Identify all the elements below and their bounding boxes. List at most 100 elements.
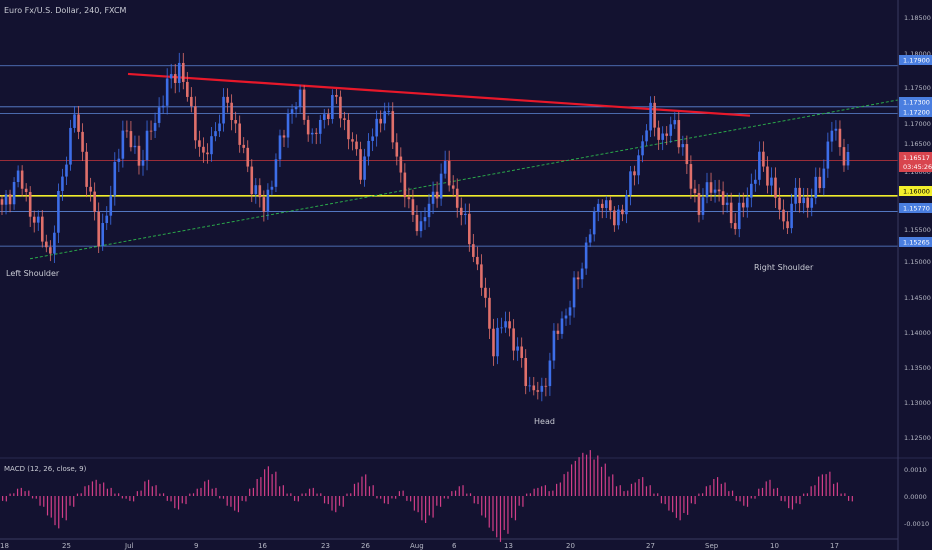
right-shoulder-label: Right Shoulder <box>754 263 814 272</box>
candle-body <box>576 277 580 280</box>
candle-body <box>447 160 451 186</box>
macd-bar <box>297 496 299 502</box>
candle-body <box>141 160 145 166</box>
candle-body <box>427 203 431 218</box>
level-label-bg <box>899 186 932 196</box>
candle-body <box>202 146 205 153</box>
macd-bar <box>664 496 666 505</box>
candle-body <box>254 185 258 195</box>
candle-body <box>218 123 221 132</box>
candles <box>0 52 850 402</box>
macd-bar <box>481 496 483 516</box>
macd-bar <box>570 464 573 496</box>
candle-body <box>318 119 322 134</box>
candle-body <box>383 111 387 124</box>
candle-body <box>596 203 600 213</box>
macd-bar <box>350 493 352 496</box>
price-tick: 1.18500 <box>904 14 931 22</box>
candle-body <box>153 122 157 131</box>
candle-body <box>411 199 415 215</box>
price-tick: 1.18000 <box>904 50 931 58</box>
macd-bar <box>16 488 19 496</box>
time-tick: 26 <box>361 542 370 550</box>
candle-body <box>230 102 233 121</box>
candle-body <box>125 130 129 132</box>
interval: 240 <box>84 6 99 15</box>
macd-bar <box>582 452 584 496</box>
candle-body <box>242 144 246 148</box>
macd-bar <box>162 493 165 496</box>
candle-body <box>24 188 28 192</box>
macd-bar <box>533 488 535 496</box>
candle-body <box>117 158 121 162</box>
candle-body <box>617 209 620 226</box>
macd-bar <box>436 496 438 506</box>
macd-bar <box>728 491 730 496</box>
candle-body <box>798 187 801 204</box>
candle-body <box>621 209 624 215</box>
macd-bar <box>323 496 326 504</box>
macd-bar <box>279 486 281 496</box>
candle-body <box>774 177 777 198</box>
candle-body <box>407 197 411 200</box>
macd-bar <box>410 496 412 502</box>
macd-bar <box>484 496 487 518</box>
candle-body <box>657 127 660 140</box>
macd-bar <box>428 496 430 516</box>
macd-bar <box>821 474 823 496</box>
macd-bar <box>810 486 812 496</box>
candle-body <box>306 119 310 135</box>
macd-bar <box>133 496 135 502</box>
macd-bar <box>372 485 374 496</box>
macd-bar <box>129 496 131 501</box>
candle-body <box>580 268 584 280</box>
macd-bar <box>73 496 75 507</box>
candle-body <box>604 200 608 208</box>
time-axis[interactable]: 18 25 Jul 9 16 23 26 Aug 6 13 20 27 Sep … <box>0 542 839 550</box>
candle-body <box>560 318 564 334</box>
candle-body <box>57 190 60 233</box>
macd-bar <box>466 493 468 496</box>
macd-bar <box>836 482 838 496</box>
macd-bar <box>503 496 505 531</box>
macd-bar <box>634 482 636 496</box>
price-level-labels: 1.17900 1.17300 1.17200 1.16517 03:45:26… <box>899 55 932 247</box>
candle-body <box>472 244 475 257</box>
macd-bar <box>151 486 153 496</box>
macd-bar <box>147 479 150 496</box>
candle-body <box>173 74 177 83</box>
candle-body <box>645 130 648 142</box>
macd-bar <box>593 459 595 496</box>
bar-countdown: 03:45:26 <box>903 163 932 171</box>
candle-body <box>689 164 693 189</box>
candle-body <box>814 176 818 199</box>
macd-bar <box>159 493 161 496</box>
candle-body <box>310 132 314 135</box>
price-tick: 1.13000 <box>904 399 931 407</box>
head-label: Head <box>534 417 555 426</box>
candle-body <box>93 191 96 212</box>
candle-body <box>270 186 274 190</box>
macd-bar <box>443 496 445 499</box>
candle-body <box>741 202 745 208</box>
price-tick: 1.17500 <box>904 84 931 92</box>
macd-bar <box>668 496 670 511</box>
candle-body <box>584 242 588 269</box>
macd-bar <box>234 496 236 511</box>
macd-bar <box>829 471 831 496</box>
candle-body <box>282 135 286 138</box>
candle-body <box>181 62 185 82</box>
macd-bar <box>529 493 532 496</box>
macd-bar <box>320 493 322 496</box>
candle-body <box>274 159 278 187</box>
macd-bar <box>683 496 685 514</box>
price-axis[interactable]: 1.18500 1.18000 1.17500 1.17000 1.16500 … <box>904 14 931 442</box>
macd-bar <box>705 486 707 496</box>
candle-body <box>552 330 556 361</box>
macd-bar <box>177 496 180 510</box>
price-tick: 1.16500 <box>904 140 931 148</box>
macd-bar <box>653 493 655 496</box>
macd-bar <box>803 493 805 496</box>
